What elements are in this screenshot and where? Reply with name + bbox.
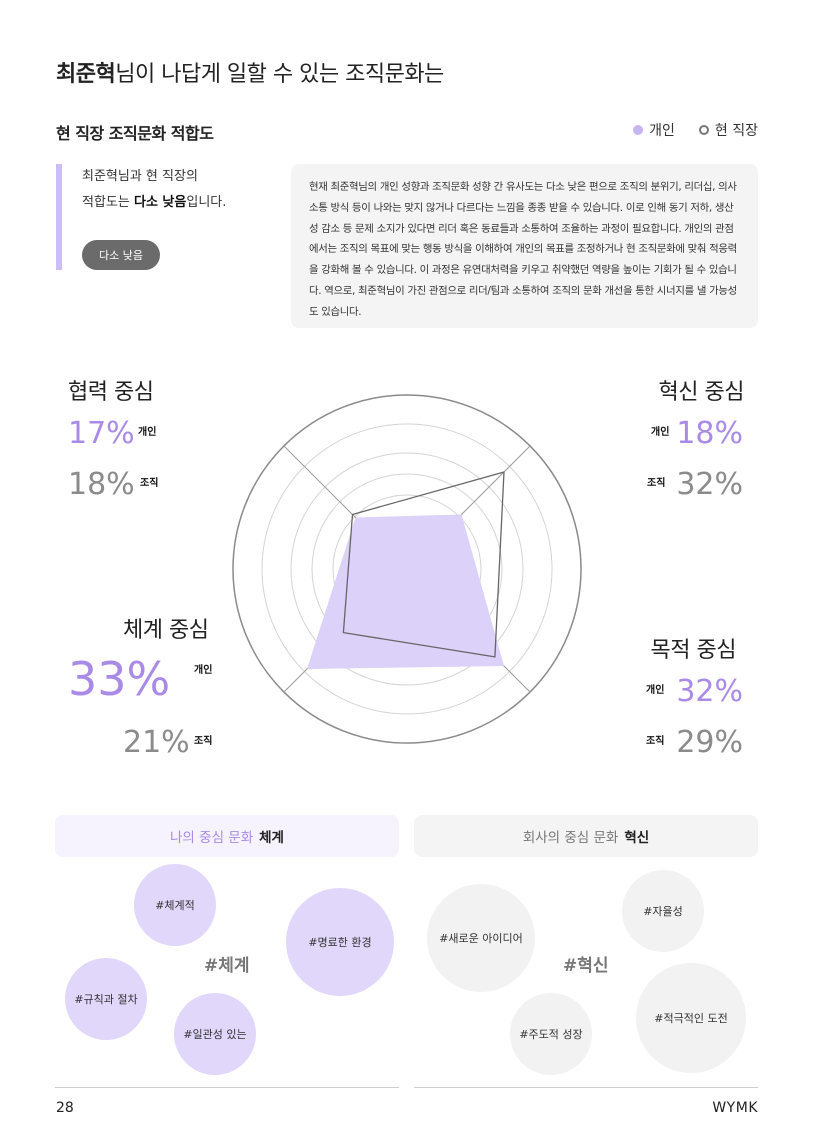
innovation-company-value: 32%: [676, 467, 743, 502]
cooperation-personal-tag: 개인: [138, 427, 157, 438]
system-company-value: 21%: [123, 725, 190, 760]
summary-emphasis: 다소 낮음: [133, 195, 187, 210]
purpose-personal-value: 32%: [676, 674, 743, 709]
tag-bubble: #새로운 아이디어: [427, 884, 535, 992]
company-outline: [342, 471, 505, 658]
system-personal-value: 33%: [68, 652, 171, 706]
company-culture-header: 회사의 중심 문화 혁신: [414, 815, 758, 857]
purpose-company-tag: 조직: [646, 736, 665, 747]
fit-summary: 최준혁님과 현 직장의 적합도는 다소 낮음입니다.: [82, 164, 262, 216]
chart-legend: 개인 현 직장: [633, 120, 758, 140]
personal-dot-icon: [633, 125, 644, 135]
my-culture-center-tag: #체계: [204, 956, 250, 976]
summary-line2: 적합도는 다소 낮음입니다.: [82, 195, 227, 210]
page-title: 최준혁님이 나답게 일할 수 있는 조직문화는: [53, 56, 444, 88]
radar-ring: [290, 452, 524, 686]
accent-bar: [56, 164, 62, 270]
company-culture-label: 회사의 중심 문화: [522, 830, 619, 846]
tag-bubble: #규칙과 절차: [65, 958, 147, 1040]
fit-level-badge: 다소 낮음: [82, 240, 160, 270]
purpose-company-value: 29%: [676, 725, 743, 760]
legend-company-label: 현 직장: [714, 123, 758, 139]
brand-mark: WYMK: [712, 1100, 758, 1116]
cooperation-personal-value: 17%: [68, 416, 135, 451]
my-culture-label: 나의 중심 문화: [170, 830, 254, 846]
footer-divider: [414, 1087, 758, 1088]
innovation-company-tag: 조직: [647, 478, 666, 489]
company-ring-icon: [698, 125, 709, 135]
tag-bubble: #자율성: [622, 870, 704, 952]
footer-divider: [55, 1087, 399, 1088]
personal-area: [307, 514, 504, 669]
my-culture-header: 나의 중심 문화 체계: [55, 815, 399, 857]
cooperation-company-tag: 조직: [140, 478, 159, 489]
innovation-personal-value: 18%: [676, 416, 743, 451]
radar-ring: [261, 423, 553, 715]
summary-line1: 최준혁님과 현 직장의: [82, 169, 198, 184]
purpose-personal-tag: 개인: [646, 685, 665, 696]
tag-bubble: #일관성 있는: [174, 993, 256, 1075]
cooperation-company-value: 18%: [68, 467, 135, 502]
user-name: 최준혁: [53, 56, 118, 88]
fit-description: 현재 최준혁님의 개인 성향과 조직문화 성향 간 유사도는 다소 낮은 편으로…: [291, 164, 758, 328]
legend-personal-label: 개인: [649, 123, 675, 139]
my-culture-value: 체계: [259, 830, 284, 846]
tag-bubble: #적극적인 도전: [636, 963, 746, 1073]
radar-ring: [232, 394, 582, 744]
system-personal-tag: 개인: [194, 665, 213, 676]
system-title: 체계 중심: [123, 618, 209, 643]
title-rest: 님이 나답게 일할 수 있는 조직문화는: [115, 62, 444, 87]
system-company-tag: 조직: [194, 736, 213, 747]
innovation-personal-tag: 개인: [651, 427, 670, 438]
cooperation-title: 협력 중심: [68, 380, 154, 405]
tag-bubble: #주도적 성장: [510, 993, 592, 1075]
purpose-title: 목적 중심: [650, 638, 737, 663]
company-culture-center-tag: #혁신: [563, 956, 609, 976]
fit-heading: 현 직장 조직문화 적합도: [56, 124, 214, 143]
tag-bubble: #명료한 환경: [286, 888, 394, 996]
company-culture-value: 혁신: [624, 830, 650, 846]
page-number: 28: [56, 1100, 74, 1116]
innovation-title: 혁신 중심: [658, 380, 745, 405]
tag-bubble: #체계적: [134, 864, 216, 946]
